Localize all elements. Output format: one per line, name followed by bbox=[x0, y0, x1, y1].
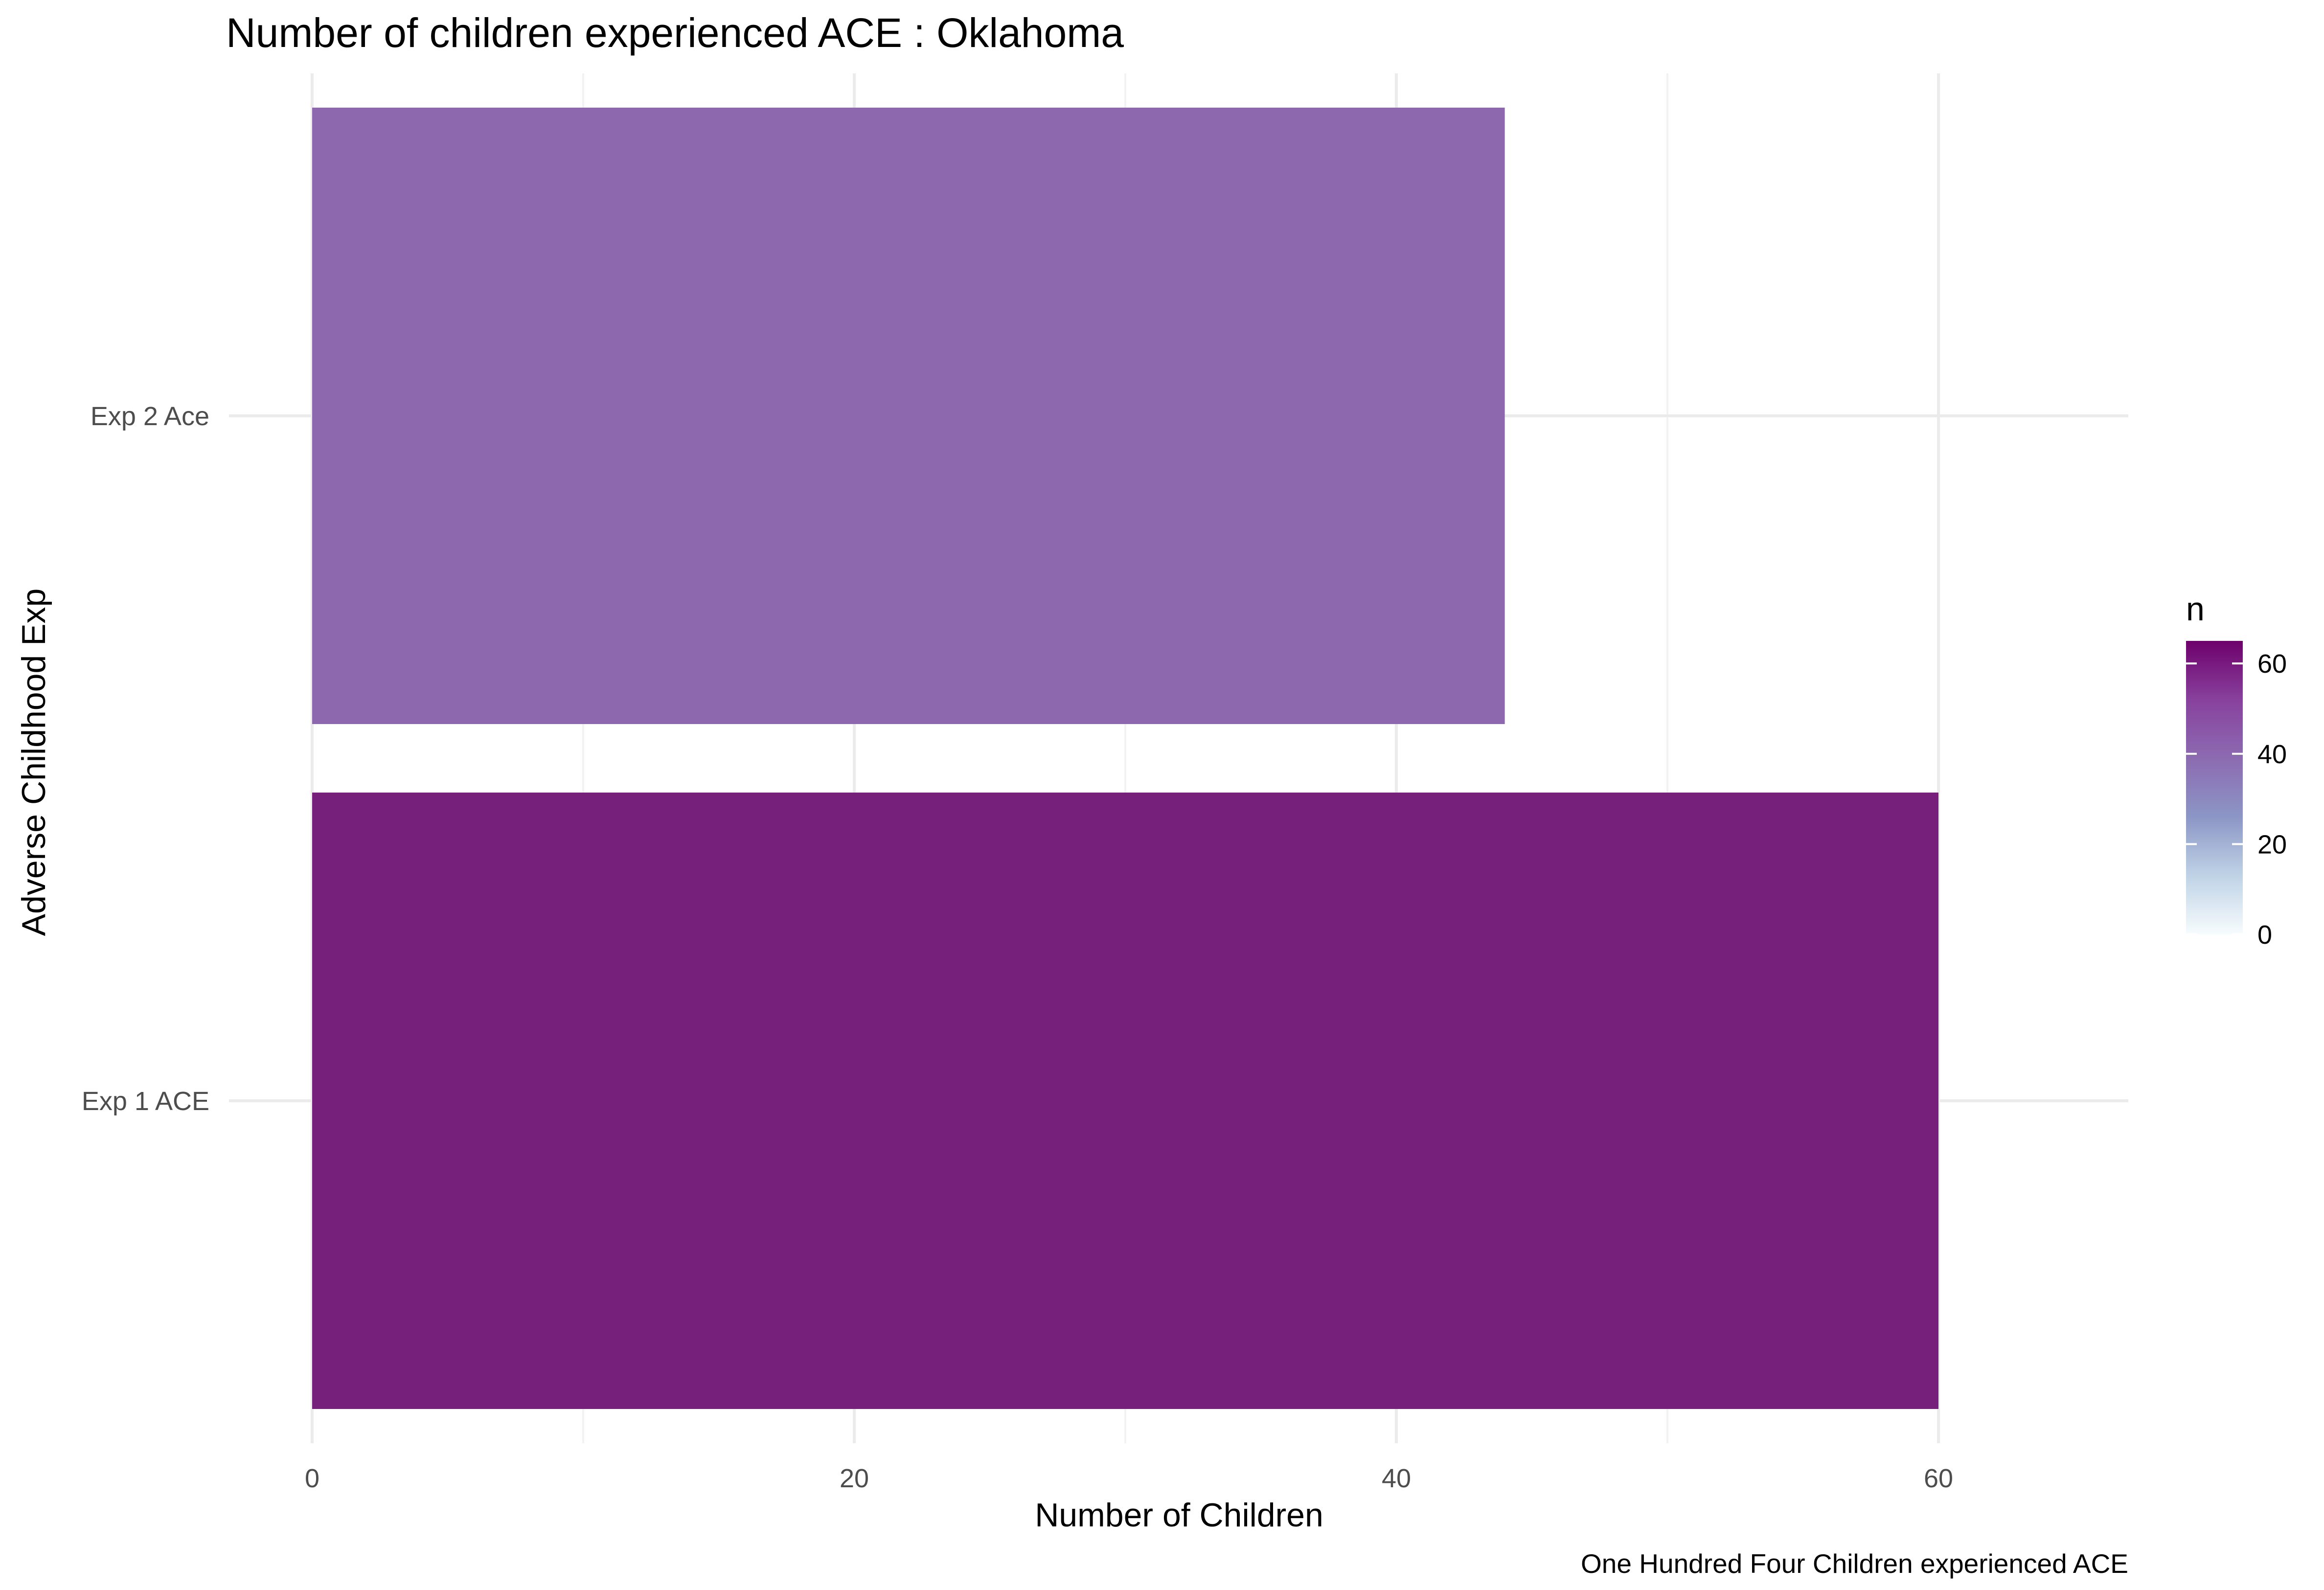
bar-exp-1-ace bbox=[312, 793, 1938, 1409]
y-axis-ticks: Exp 1 ACE Exp 2 Ace bbox=[82, 402, 209, 1116]
chart-caption: One Hundred Four Children experienced AC… bbox=[1581, 1548, 2128, 1579]
y-tick-label: Exp 1 ACE bbox=[82, 1087, 209, 1116]
bar-exp-2-ace bbox=[312, 108, 1505, 724]
y-tick-label: Exp 2 Ace bbox=[91, 402, 209, 431]
legend-title: n bbox=[2186, 591, 2205, 628]
x-axis-ticks: 0 20 40 60 bbox=[305, 1464, 1953, 1493]
color-legend: n 0 20 40 60 bbox=[2186, 591, 2287, 950]
x-tick-label: 0 bbox=[305, 1464, 319, 1493]
x-tick-label: 40 bbox=[1382, 1464, 1411, 1493]
legend-colorbar bbox=[2186, 641, 2243, 934]
x-tick-label: 60 bbox=[1924, 1464, 1953, 1493]
x-tick-label: 20 bbox=[840, 1464, 869, 1493]
legend-ticks: 0 20 40 60 bbox=[2186, 649, 2287, 950]
legend-tick-label: 0 bbox=[2257, 920, 2272, 950]
bars bbox=[312, 108, 1938, 1409]
legend-tick-label: 40 bbox=[2257, 740, 2287, 769]
y-axis-title: Adverse Childhood Exp bbox=[15, 589, 52, 936]
chart-title: Number of children experienced ACE : Okl… bbox=[226, 10, 1124, 56]
x-axis-title: Number of Children bbox=[1035, 1497, 1323, 1534]
legend-tick-label: 20 bbox=[2257, 830, 2287, 859]
legend-tick-label: 60 bbox=[2257, 649, 2287, 679]
